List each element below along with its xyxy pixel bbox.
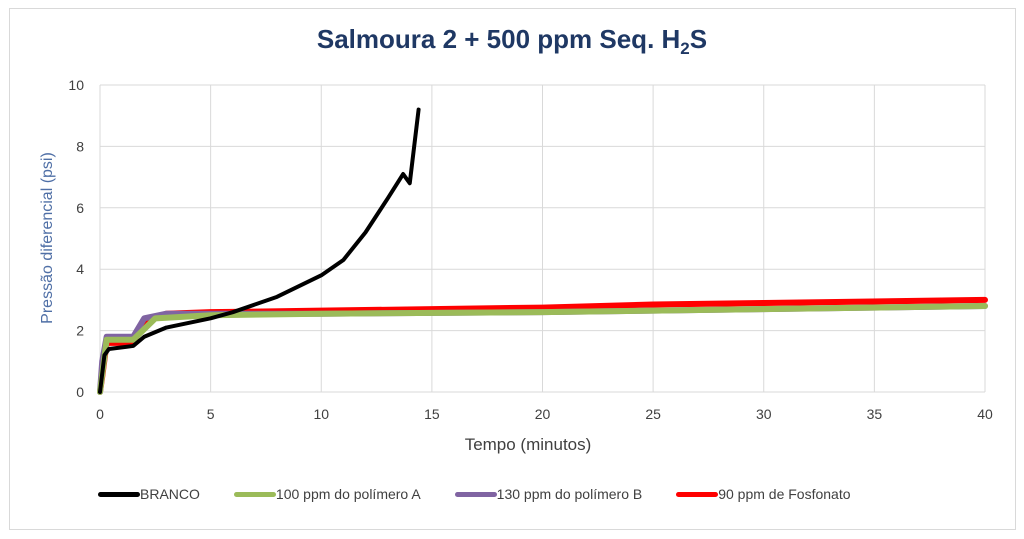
x-tick-label: 20 <box>535 406 551 422</box>
title-subscript: 2 <box>680 39 690 59</box>
chart-frame <box>9 8 1016 530</box>
legend-item: 100 ppm do polímero A <box>233 486 421 502</box>
x-tick-label: 0 <box>96 406 104 422</box>
legend-item: BRANCO <box>98 486 200 502</box>
legend-label: 100 ppm do polímero A <box>275 486 421 502</box>
y-tick-label: 6 <box>76 200 84 216</box>
x-tick-label: 35 <box>867 406 883 422</box>
x-tick-label: 15 <box>424 406 440 422</box>
legend-label: 130 ppm do polímero B <box>496 486 643 502</box>
x-tick-label: 40 <box>977 406 993 422</box>
y-axis-label: Pressão diferencial (psi) <box>39 152 56 324</box>
series-line-branco <box>98 107 421 394</box>
legend-label: BRANCO <box>140 486 200 502</box>
x-axis-label: Tempo (minutos) <box>465 435 592 454</box>
legend-label: 90 ppm de Fosfonato <box>718 486 851 502</box>
x-tick-label: 30 <box>756 406 772 422</box>
legend-swatch <box>98 491 140 497</box>
y-tick-label: 8 <box>76 138 84 154</box>
title-tail: S <box>689 24 708 54</box>
y-tick-label: 2 <box>76 323 84 339</box>
title-main: Salmoura 2 + 500 ppm Seq. H <box>316 24 681 54</box>
legend-item: 130 ppm do polímero B <box>454 486 643 502</box>
legend-swatch <box>676 491 719 497</box>
y-tick-label: 10 <box>68 77 84 93</box>
legend-item: 90 ppm de Fosfonato <box>676 486 851 502</box>
y-tick-label: 0 <box>76 384 84 400</box>
chart-title: Salmoura 2 + 500 ppm Seq. H2S <box>0 24 1024 59</box>
x-tick-label: 5 <box>207 406 215 422</box>
x-tick-label: 25 <box>645 406 661 422</box>
legend: BRANCO 100 ppm do polímero A 130 ppm do po… <box>98 486 851 502</box>
y-tick-label: 4 <box>76 261 84 277</box>
legend-swatch <box>233 491 276 497</box>
x-tick-label: 10 <box>313 406 329 422</box>
legend-swatch <box>454 491 497 497</box>
series-line-100-ppm-do-pol-mero-a <box>97 303 988 395</box>
